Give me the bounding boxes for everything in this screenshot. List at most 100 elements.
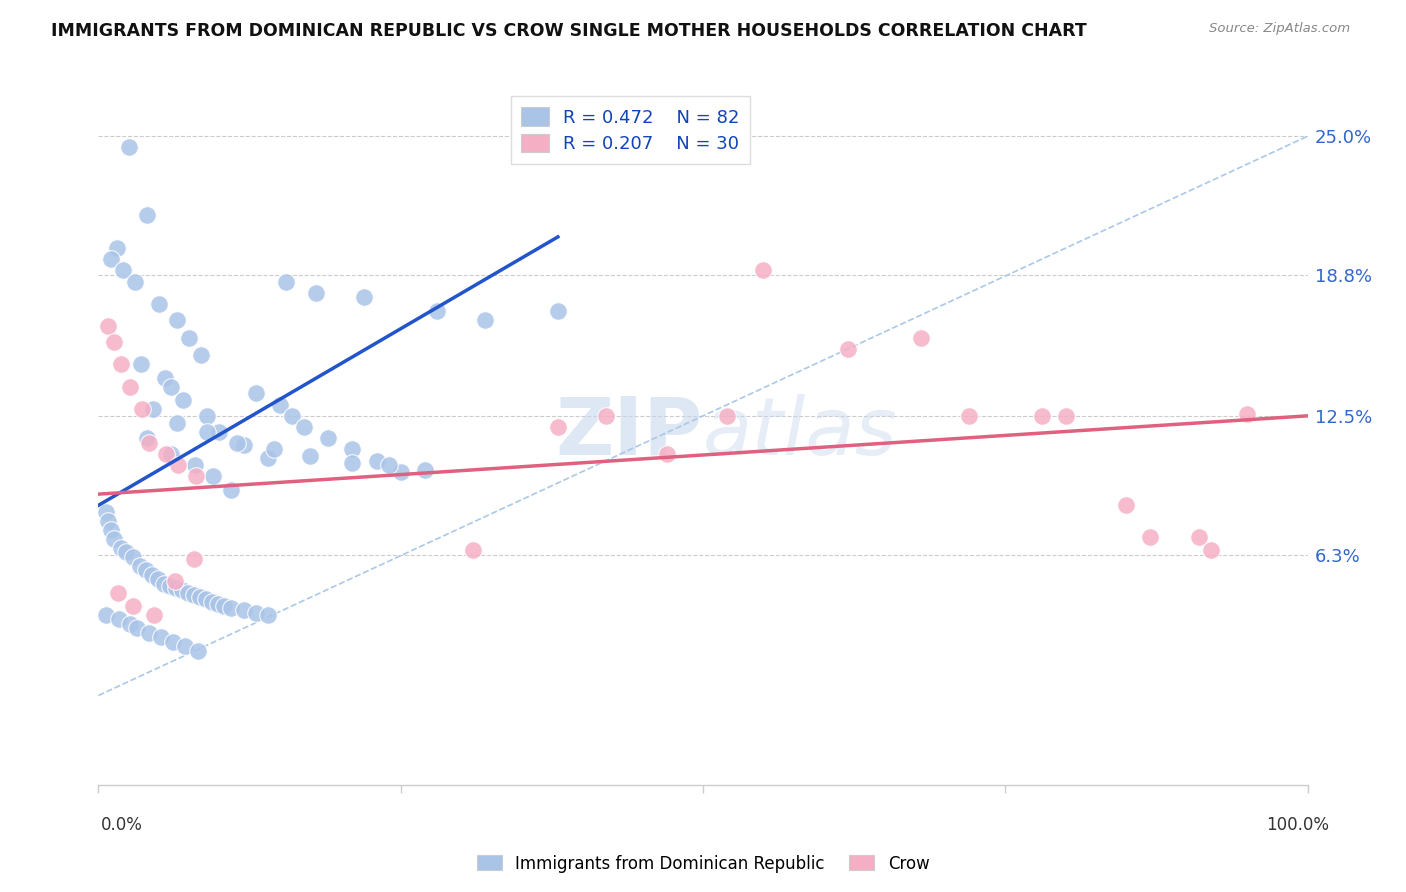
- Point: [177, 585, 200, 599]
- Point: [138, 625, 160, 640]
- Point: [655, 447, 678, 461]
- Point: [162, 634, 184, 648]
- Point: [463, 543, 485, 558]
- Point: [122, 599, 145, 613]
- Point: [547, 420, 569, 434]
- Point: [226, 435, 249, 450]
- Point: [122, 549, 145, 564]
- Point: [94, 505, 117, 519]
- Point: [595, 409, 617, 423]
- Point: [474, 312, 496, 326]
- Point: [377, 458, 399, 472]
- Point: [232, 438, 254, 452]
- Point: [232, 603, 254, 617]
- Point: [100, 523, 122, 537]
- Point: [263, 442, 285, 457]
- Point: [135, 431, 157, 445]
- Point: [97, 319, 120, 334]
- Point: [108, 612, 131, 626]
- Point: [128, 558, 150, 573]
- Point: [170, 583, 193, 598]
- Point: [118, 616, 141, 631]
- Point: [163, 574, 186, 589]
- Point: [195, 425, 218, 439]
- Point: [281, 409, 304, 423]
- Point: [547, 303, 569, 318]
- Point: [141, 567, 163, 582]
- Point: [1031, 409, 1053, 423]
- Point: [1188, 530, 1211, 544]
- Point: [94, 607, 117, 622]
- Point: [124, 275, 146, 289]
- Point: [207, 597, 229, 611]
- Point: [142, 402, 165, 417]
- Point: [160, 380, 183, 394]
- Point: [212, 599, 235, 613]
- Point: [342, 456, 364, 470]
- Point: [131, 402, 153, 417]
- Point: [716, 409, 738, 423]
- Point: [910, 330, 932, 344]
- Point: [269, 398, 291, 412]
- Point: [221, 601, 243, 615]
- Point: [129, 358, 152, 372]
- Point: [752, 263, 775, 277]
- Point: [1139, 530, 1161, 544]
- Point: [186, 469, 208, 483]
- Point: [221, 483, 243, 497]
- Point: [184, 458, 207, 472]
- Point: [299, 449, 322, 463]
- Point: [256, 607, 278, 622]
- Point: [166, 416, 188, 430]
- Point: [1236, 407, 1258, 421]
- Point: [110, 541, 132, 555]
- Point: [342, 442, 364, 457]
- Point: [305, 285, 328, 300]
- Point: [366, 453, 388, 467]
- Legend: Immigrants from Dominican Republic, Crow: Immigrants from Dominican Republic, Crow: [470, 848, 936, 880]
- Point: [187, 644, 209, 658]
- Legend: R = 0.472    N = 82, R = 0.207    N = 30: R = 0.472 N = 82, R = 0.207 N = 30: [510, 96, 751, 164]
- Text: IMMIGRANTS FROM DOMINICAN REPUBLIC VS CROW SINGLE MOTHER HOUSEHOLDS CORRELATION : IMMIGRANTS FROM DOMINICAN REPUBLIC VS CR…: [51, 22, 1087, 40]
- Point: [103, 334, 125, 349]
- Point: [146, 572, 169, 586]
- Point: [97, 514, 120, 528]
- Point: [195, 409, 218, 423]
- Text: atlas: atlas: [703, 393, 898, 472]
- Point: [389, 465, 412, 479]
- Point: [245, 386, 267, 401]
- Point: [127, 621, 149, 635]
- Point: [143, 607, 166, 622]
- Point: [837, 342, 859, 356]
- Point: [100, 252, 122, 267]
- Point: [413, 462, 436, 476]
- Point: [103, 532, 125, 546]
- Point: [135, 563, 157, 577]
- Point: [1054, 409, 1077, 423]
- Point: [1115, 499, 1137, 513]
- Point: [118, 140, 141, 154]
- Point: [150, 630, 173, 644]
- Point: [957, 409, 980, 423]
- Point: [316, 431, 339, 445]
- Point: [195, 592, 218, 607]
- Point: [172, 393, 194, 408]
- Point: [167, 458, 190, 472]
- Point: [190, 348, 212, 362]
- Point: [153, 371, 176, 385]
- Point: [1199, 543, 1222, 558]
- Text: 100.0%: 100.0%: [1265, 816, 1329, 834]
- Point: [115, 545, 138, 559]
- Point: [188, 590, 211, 604]
- Point: [353, 290, 375, 304]
- Point: [179, 330, 201, 344]
- Point: [202, 469, 225, 483]
- Point: [165, 581, 187, 595]
- Point: [292, 420, 315, 434]
- Point: [174, 640, 197, 654]
- Text: ZIP: ZIP: [555, 393, 703, 472]
- Point: [426, 303, 449, 318]
- Text: 0.0%: 0.0%: [101, 816, 143, 834]
- Point: [135, 207, 157, 221]
- Text: Source: ZipAtlas.com: Source: ZipAtlas.com: [1209, 22, 1350, 36]
